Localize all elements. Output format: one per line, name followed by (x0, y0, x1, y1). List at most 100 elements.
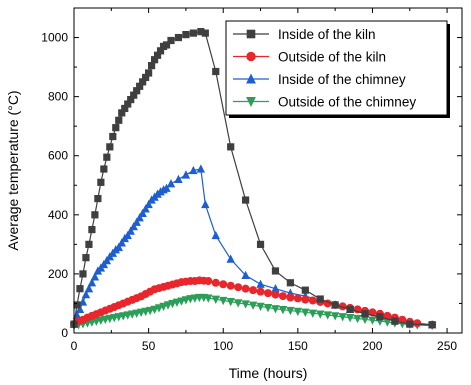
data-point (376, 313, 384, 321)
data-point (115, 116, 123, 124)
data-point (308, 309, 317, 318)
series-inside-of-the-kiln (70, 28, 436, 329)
data-point (114, 242, 123, 251)
data-point (271, 267, 280, 275)
data-point (182, 30, 190, 39)
y-tick-label: 200 (48, 267, 68, 281)
data-point (345, 313, 355, 323)
data-point (109, 132, 117, 141)
data-point (75, 304, 85, 314)
data-point (150, 56, 159, 64)
data-point (97, 178, 105, 186)
data-point (293, 294, 302, 303)
data-point (323, 311, 332, 320)
data-point (331, 301, 339, 309)
data-point (129, 221, 138, 231)
data-point (138, 208, 147, 217)
legend-label: Outside of the kiln (278, 50, 386, 65)
data-point (132, 217, 141, 226)
data-point (241, 270, 250, 280)
x-tick-label: 200 (362, 339, 382, 353)
legend-marker (246, 29, 256, 39)
data-point (241, 300, 250, 309)
data-point (227, 143, 235, 151)
data-point (94, 194, 102, 203)
legend-entry: Outside of the chimney (233, 95, 416, 110)
legend-marker (246, 51, 256, 62)
data-point (204, 277, 213, 285)
data-point (106, 143, 114, 151)
legend-entry: Inside of the chimney (233, 72, 406, 87)
y-tick-label: 0 (61, 326, 68, 340)
data-point (406, 320, 414, 328)
data-point (100, 165, 108, 173)
data-point (201, 29, 209, 37)
data-point (145, 69, 153, 77)
data-point (127, 95, 135, 104)
data-point (233, 299, 243, 308)
data-point (141, 204, 150, 213)
data-point (82, 254, 90, 262)
axis-layer: 0 50 100 150 200 250 0 200 400 600 800 1000 (41, 7, 462, 353)
data-point (88, 225, 96, 234)
data-point (135, 213, 144, 222)
data-point (139, 78, 147, 86)
data-point (126, 226, 135, 235)
data-point (201, 199, 210, 209)
data-point (383, 318, 392, 327)
data-point (156, 47, 165, 55)
data-point (353, 314, 362, 324)
legend-label: Inside of the chimney (278, 72, 406, 87)
data-point (346, 305, 354, 313)
data-point (360, 315, 370, 325)
data-point (144, 199, 153, 209)
data-point (91, 211, 99, 219)
data-point (301, 308, 310, 317)
series-outside-of-the-chimney (69, 293, 437, 331)
data-point (162, 41, 171, 49)
y-tick-label: 600 (48, 149, 68, 163)
data-point (234, 283, 243, 292)
data-point (174, 174, 183, 184)
data-point (301, 286, 309, 294)
data-point (153, 51, 162, 59)
data-point (286, 293, 295, 302)
data-point (248, 301, 258, 310)
data-point (189, 165, 198, 175)
data-point (103, 153, 111, 161)
data-point (73, 301, 81, 309)
data-point (226, 298, 235, 307)
data-point (278, 292, 287, 301)
data-point (84, 284, 94, 293)
data-point (204, 294, 213, 303)
data-point (361, 310, 369, 318)
data-point (167, 36, 175, 45)
legend: Inside of the kiln Outside of the kiln Ins… (225, 20, 450, 118)
legend-label: Outside of the chimney (278, 95, 416, 110)
legend-entry: Inside of the kiln (233, 27, 376, 42)
x-tick-label: 0 (71, 339, 78, 353)
plot-frame (73, 7, 463, 334)
data-point (249, 286, 258, 295)
data-point (123, 230, 132, 240)
data-point (271, 290, 280, 299)
y-axis-title: Average temperature (°C) (5, 90, 21, 250)
data-point (81, 289, 91, 299)
data-point (219, 296, 228, 306)
data-point (85, 240, 93, 248)
y-tick-label: 1000 (41, 31, 68, 45)
data-point (162, 183, 171, 192)
data-point (189, 29, 197, 37)
data-point (112, 124, 120, 132)
legend-marker (246, 97, 256, 107)
data-point (196, 164, 206, 173)
data-point (79, 270, 87, 278)
data-point (242, 196, 250, 204)
data-point (211, 278, 220, 287)
data-point (136, 82, 144, 90)
data-point (133, 87, 141, 95)
data-point (174, 33, 183, 42)
x-tick-label: 250 (437, 339, 457, 353)
data-point (286, 306, 295, 316)
